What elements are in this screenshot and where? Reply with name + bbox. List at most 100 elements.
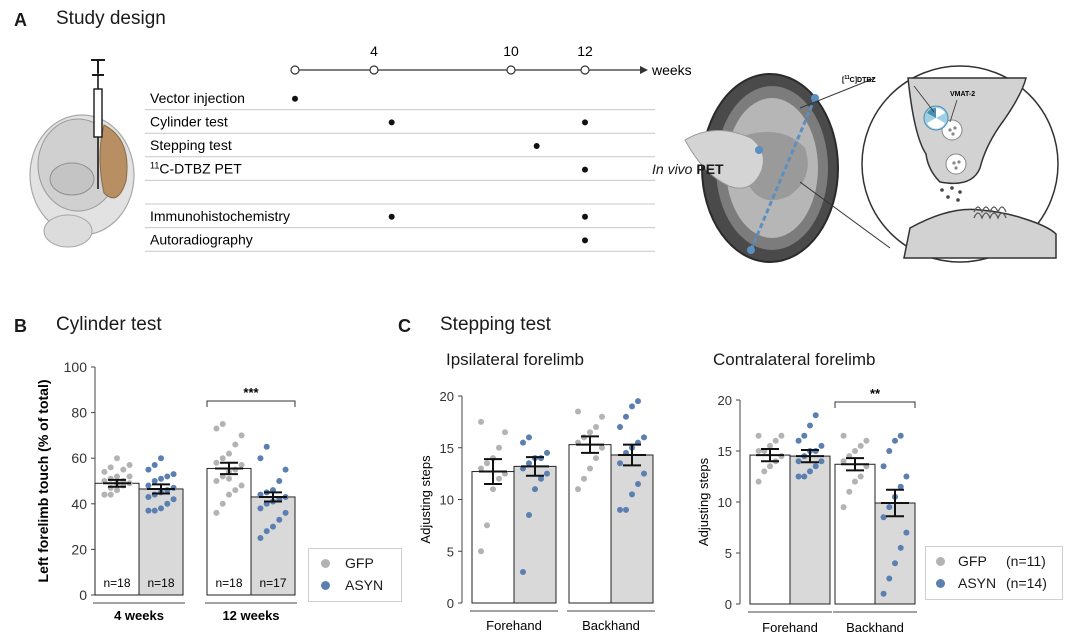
legend-item-asyn: ASYN (n=14) — [934, 575, 1058, 593]
data-point — [575, 486, 581, 493]
data-point — [818, 442, 825, 449]
timeline-marker — [369, 65, 379, 75]
y-tick-label: 10 — [440, 493, 454, 508]
data-point — [270, 523, 276, 530]
ipsilateral-title: Ipsilateral forelimb — [446, 350, 584, 369]
data-point — [812, 463, 819, 470]
y-tick-label: 80 — [71, 405, 87, 421]
data-point — [126, 462, 133, 469]
receptor — [973, 206, 1007, 214]
timeline-row-label: Cylinder test — [150, 113, 228, 129]
data-point — [635, 480, 641, 487]
data-point — [484, 522, 490, 529]
significance-bracket — [206, 400, 296, 407]
data-point — [761, 468, 768, 475]
legend-label: GFP — [345, 555, 374, 571]
y-axis-label: Adjusting steps — [696, 457, 711, 546]
study-timeline: 4 10 12 weeks Vector injection Cylinder t… — [145, 43, 692, 252]
data-point — [544, 449, 550, 456]
data-point — [903, 473, 910, 480]
data-point — [538, 475, 544, 482]
cylinder-test-chart: 0 20 40 60 80 100 Left forelimb touch (% of to… — [35, 359, 297, 623]
data-point — [599, 444, 605, 451]
data-point — [526, 460, 532, 467]
timeline-dot — [582, 119, 588, 126]
timeline-row-label: Immunohistochemistry — [150, 208, 290, 224]
n-label: n=18 — [147, 576, 174, 590]
data-point — [213, 478, 220, 484]
data-point — [755, 448, 762, 454]
data-point — [886, 575, 893, 582]
bar-gfp — [749, 454, 791, 605]
data-point — [880, 463, 887, 470]
timeline-marker — [290, 65, 300, 75]
data-point — [276, 516, 283, 523]
data-point — [114, 487, 120, 494]
data-point — [581, 475, 587, 482]
timeline-axis-unit: weeks — [651, 62, 692, 78]
n-label: n=18 — [103, 576, 130, 590]
timeline-tick-label: 10 — [503, 43, 519, 59]
data-point — [840, 432, 847, 439]
data-point — [238, 482, 245, 489]
y-tick-label: 40 — [71, 496, 87, 512]
data-point — [151, 462, 158, 469]
data-point — [263, 528, 270, 535]
cylinder-legend: GFP ASYN — [308, 548, 402, 602]
data-point — [755, 432, 762, 439]
significance-label: *** — [243, 385, 259, 400]
y-tick-label: 5 — [725, 546, 732, 561]
data-point — [101, 491, 108, 498]
data-point — [617, 460, 623, 467]
data-point — [892, 437, 898, 444]
legend-item-gfp: GFP (n=11) — [934, 553, 1058, 571]
data-point — [282, 466, 289, 473]
data-point — [226, 475, 232, 482]
data-point — [641, 470, 647, 477]
legend-n: (n=11) — [1006, 553, 1046, 569]
data-point — [526, 512, 532, 519]
data-point — [145, 493, 152, 500]
data-point — [767, 442, 773, 449]
data-point — [213, 509, 220, 516]
data-point — [126, 473, 133, 480]
data-point — [641, 434, 647, 441]
group-label: Forehand — [486, 618, 542, 633]
data-point — [219, 500, 226, 507]
timeline-dot — [582, 237, 588, 244]
contralateral-title: Contralateral forelimb — [713, 350, 876, 369]
timeline-rows: Vector injection Cylinder test Stepping te… — [145, 90, 655, 252]
group-label: Forehand — [762, 620, 818, 635]
data-point — [484, 460, 490, 467]
data-point — [852, 478, 858, 485]
data-point — [863, 437, 870, 444]
data-point — [263, 443, 270, 450]
data-point — [538, 455, 544, 462]
data-point — [623, 413, 629, 420]
y-axis-label: Left forelimb touch (% of total) — [35, 380, 51, 583]
data-point — [807, 468, 813, 475]
significance-label: ** — [870, 386, 881, 401]
data-point — [617, 506, 623, 513]
zoom-line — [800, 77, 876, 109]
data-point — [257, 535, 264, 541]
timeline-dot — [388, 119, 395, 126]
timeline-dot — [582, 166, 588, 173]
vesicle — [941, 119, 963, 141]
legend-swatch — [321, 559, 330, 568]
data-point — [778, 453, 785, 460]
y-tick-label: 60 — [71, 450, 87, 466]
significance-bracket — [834, 401, 916, 408]
bar-asyn — [874, 502, 916, 605]
data-point — [795, 473, 802, 480]
data-point — [880, 514, 887, 521]
postsynaptic-terminal — [903, 208, 1057, 259]
data-point — [226, 491, 232, 498]
data-point — [755, 478, 762, 485]
data-point — [520, 439, 526, 446]
data-point — [520, 568, 526, 575]
data-point — [629, 403, 635, 410]
data-point — [897, 483, 904, 490]
n-label: n=18 — [215, 576, 242, 590]
data-point — [852, 448, 858, 454]
